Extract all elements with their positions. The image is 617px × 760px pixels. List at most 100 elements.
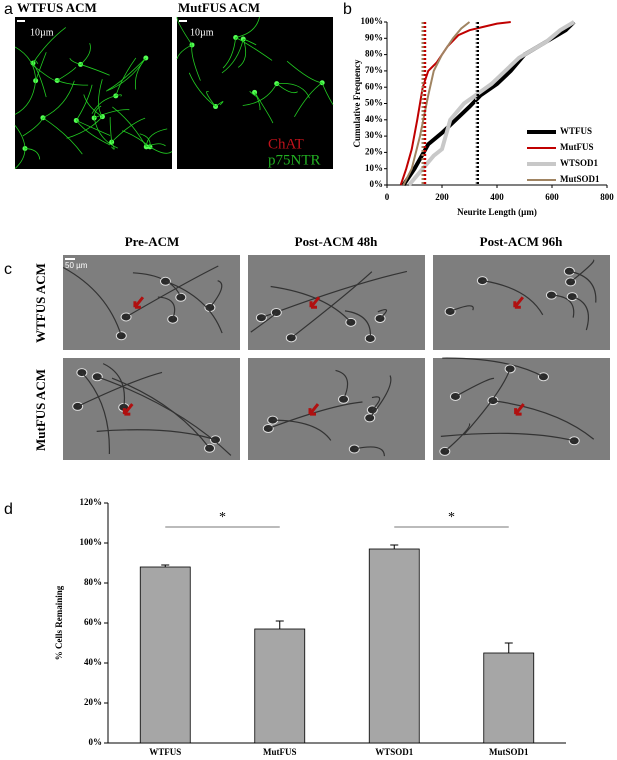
neurite [115,57,137,96]
neurite [149,146,173,154]
neurite [93,117,118,149]
y-tick-label: 90% [365,32,383,42]
process [572,295,590,331]
column-title: Post-ACM 96h [480,234,563,249]
neurite [176,16,193,46]
bar [368,548,420,744]
neurite [191,44,201,81]
neurite [188,72,216,107]
neurite [242,83,278,106]
significance-label: * [448,510,455,525]
process [377,309,388,319]
neurite [107,57,147,91]
data-line [402,21,471,186]
panel-label: a [4,1,13,18]
neurite [83,94,103,118]
error-bar [161,564,170,567]
neurite [94,109,130,119]
neurite [222,37,237,69]
column-title: Pre-ACM [125,234,180,249]
process [157,296,176,320]
stain-legend: p75NTR [268,152,321,168]
y-tick-label: 10% [365,163,383,173]
y-tick-label: 0% [89,737,103,747]
scale-bar [17,20,25,22]
neurite [66,116,103,139]
y-tick-label: 40% [84,657,102,667]
image-title: WTFUS ACM [17,0,97,15]
x-tick-label: 400 [490,192,504,202]
neurite [176,44,193,60]
process [569,270,597,303]
data-line [399,21,511,186]
process [354,446,386,457]
neurite [24,148,41,160]
neurite [286,60,323,84]
phase-images [62,255,610,460]
process [440,432,575,442]
neurite [249,90,258,97]
neurite [32,62,47,98]
panel-label: b [343,1,352,18]
process [463,368,511,436]
significance-label: * [219,510,226,525]
neurite [75,84,93,121]
y-axis-label: % Cells Remaining [54,585,64,660]
row-title: MutFUS ACM [33,369,48,451]
scale-bar [179,20,187,22]
neurite [22,117,44,137]
neurite [14,148,26,170]
neurite [56,66,77,81]
neurite [35,52,47,81]
legend-label: WTSOD1 [560,158,599,168]
neurite [215,101,224,107]
process [165,280,223,334]
neurite [14,46,37,81]
image-title: MutFUS ACM [178,0,260,15]
x-tick-label: 800 [600,192,614,202]
scale-label: 50 µm [65,261,88,270]
phase-image [433,255,610,350]
neurite [145,128,168,147]
process [81,372,110,454]
neurite [112,106,147,148]
x-tick-label: 200 [435,192,449,202]
process [371,396,381,411]
arrow [309,296,321,309]
process [272,419,332,441]
neurites [14,16,334,170]
neurite [243,38,257,46]
error-bar [275,620,284,629]
legend-label: WTFUS [560,126,592,136]
neurite [321,82,334,105]
neurite [146,143,166,148]
process [442,357,544,378]
y-tick-label: 70% [365,65,383,75]
panel-label: c [4,261,12,278]
neurite [80,42,91,65]
process [444,423,471,452]
neurite [111,117,146,143]
y-tick-label: 40% [365,114,383,124]
stain-legend: ChAT [268,136,304,152]
neurite [42,117,83,155]
process [290,271,373,339]
process [455,377,495,397]
process [482,280,544,316]
neurite [93,105,102,118]
arrow [133,296,145,309]
process [369,375,392,419]
process [551,294,575,318]
x-tick-label: MutSOD1 [489,747,529,757]
y-tick-label: 120% [80,497,103,507]
process [335,369,349,400]
process [96,429,216,441]
y-tick-label: 30% [365,130,383,140]
neurite [14,125,26,149]
row-title: WTFUS ACM [33,263,48,343]
process [111,377,211,449]
process [268,401,363,430]
bar [483,652,535,744]
process [492,400,595,440]
x-tick-label: MutFUS [263,747,297,757]
